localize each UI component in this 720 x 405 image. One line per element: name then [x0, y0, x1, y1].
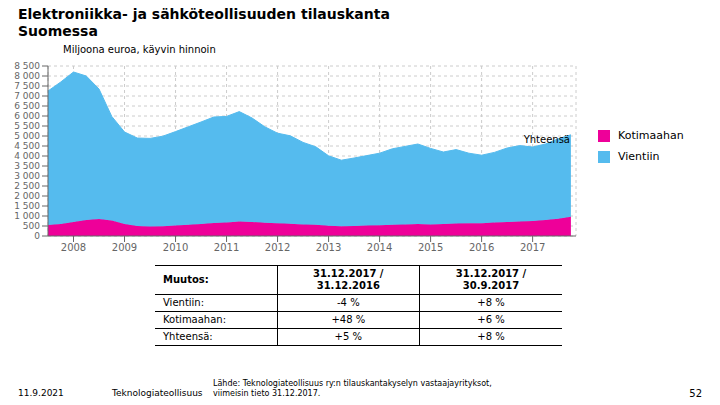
- svg-text:4 500: 4 500: [14, 141, 40, 151]
- svg-text:5 500: 5 500: [14, 121, 40, 131]
- html-text:Vientiin:: Vientiin:: [163, 297, 205, 308]
- html-text:Lähde: Teknologiateollisuus ry: Lähde: Teknologiateollisuus ry:n tilausk…: [213, 379, 492, 398]
- svg-text:2 500: 2 500: [14, 181, 40, 191]
- html-text:+6 %: +6 %: [477, 314, 505, 325]
- html-text:Yhteensä:: Yhteensä:: [163, 331, 213, 342]
- html-text:+8 %: +8 %: [477, 331, 505, 342]
- html-text:31.12.2017 / 30.9.2017: 31.12.2017 / 30.9.2017: [455, 268, 527, 291]
- svg-text:1 000: 1 000: [14, 211, 40, 221]
- html-text:+48 %: +48 %: [331, 314, 366, 325]
- html-text:11.9.2021: 11.9.2021: [18, 388, 64, 398]
- html-text:Miljoona euroa, käyvin hinnoin: Miljoona euroa, käyvin hinnoin: [63, 44, 216, 55]
- html-text:31.12.2017 / 31.12.2016: 31.12.2017 / 31.12.2016: [313, 268, 384, 291]
- html-text:Kotimaahan: Kotimaahan: [618, 129, 684, 142]
- svg-text:8 500: 8 500: [14, 61, 40, 71]
- svg-text:500: 500: [23, 221, 40, 231]
- svg-text:2011: 2011: [214, 242, 239, 253]
- svg-text:1 500: 1 500: [14, 201, 40, 211]
- html-text:+5 %: +5 %: [334, 331, 362, 342]
- svg-text:2010: 2010: [163, 242, 188, 253]
- svg-text:2015: 2015: [418, 242, 443, 253]
- svg-text:3 500: 3 500: [14, 161, 40, 171]
- svg-text:6 000: 6 000: [14, 111, 40, 121]
- svg-text:7 500: 7 500: [14, 81, 40, 91]
- html-text:Kotimaahan:: Kotimaahan:: [163, 314, 226, 325]
- html-text:Suomessa: Suomessa: [18, 23, 98, 39]
- svg-text:6 500: 6 500: [14, 101, 40, 111]
- html-text:Teknologiateollisuus: Teknologiateollisuus: [112, 388, 203, 398]
- svg-text:4 000: 4 000: [14, 151, 40, 161]
- svg-text:3 000: 3 000: [14, 171, 40, 181]
- svg-text:2014: 2014: [367, 242, 392, 253]
- html-text:Vientiin: Vientiin: [618, 150, 660, 163]
- svg-text:2017: 2017: [520, 242, 545, 253]
- html-text:52: 52: [689, 388, 702, 399]
- html-text:Elektroniikka- ja sähköteollis: Elektroniikka- ja sähköteollisuuden tila…: [18, 6, 390, 22]
- svg-text:2 000: 2 000: [14, 191, 40, 201]
- svg-text:7 000: 7 000: [14, 91, 40, 101]
- svg-text:5 000: 5 000: [14, 131, 40, 141]
- svg-text:2013: 2013: [316, 242, 341, 253]
- svg-text:0: 0: [34, 231, 40, 241]
- svg-text:2016: 2016: [469, 242, 494, 253]
- svg-text:8 000: 8 000: [14, 71, 40, 81]
- html-text:Yhteensä: Yhteensä: [523, 133, 570, 145]
- html-text:-4 %: -4 %: [337, 297, 360, 308]
- svg-text:2012: 2012: [265, 242, 290, 253]
- svg-text:2009: 2009: [112, 242, 137, 253]
- html-text:Muutos:: Muutos:: [163, 274, 209, 285]
- svg-text:2008: 2008: [61, 242, 86, 253]
- html-text:+8 %: +8 %: [477, 297, 505, 308]
